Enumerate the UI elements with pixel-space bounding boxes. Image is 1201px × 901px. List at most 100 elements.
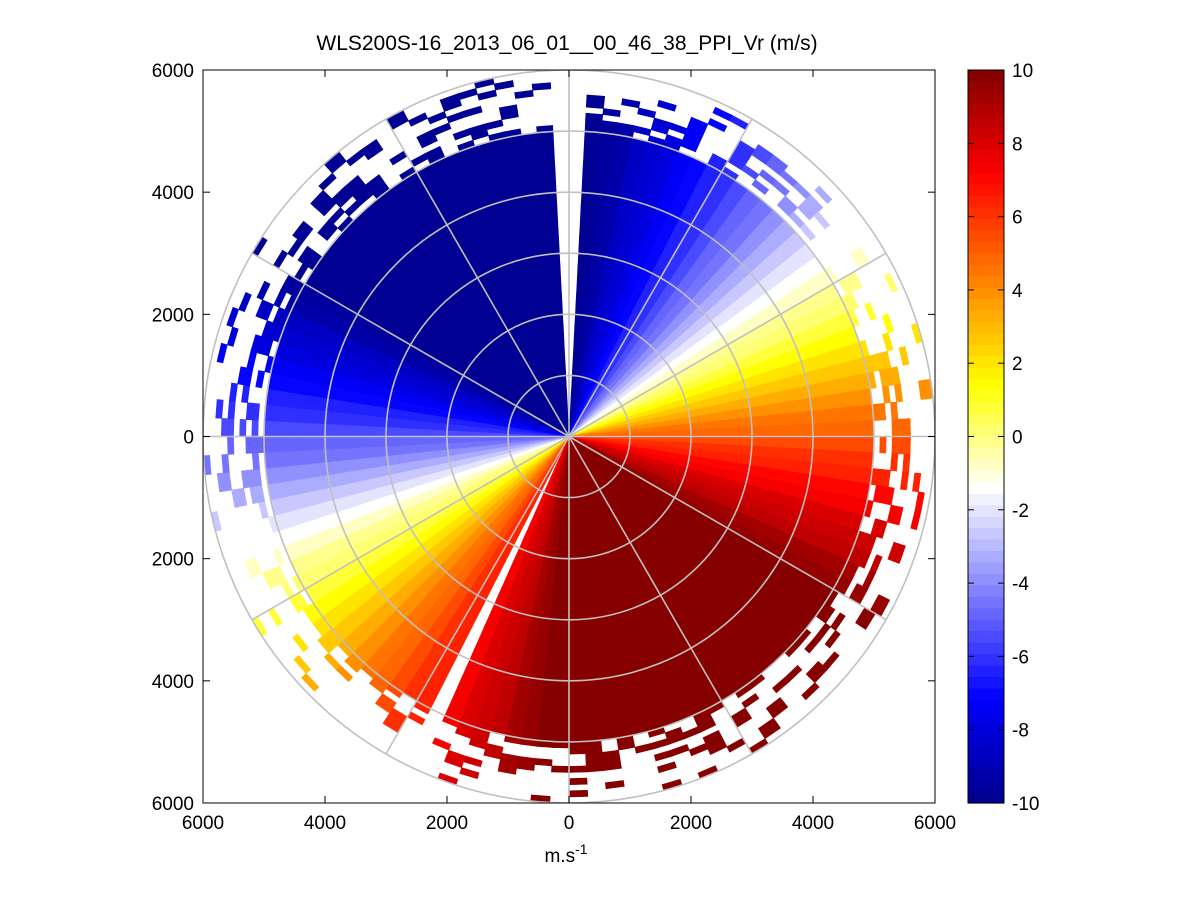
velocity-cell (255, 370, 266, 389)
velocity-cell (572, 509, 578, 517)
velocity-cell (784, 664, 803, 683)
velocity-cell (300, 422, 308, 437)
velocity-cell (739, 426, 747, 437)
velocity-cell (702, 421, 710, 430)
velocity-cell (781, 436, 789, 449)
velocity-cell (763, 425, 771, 437)
velocity-cell (573, 521, 579, 529)
velocity-cell (568, 698, 584, 706)
velocity-cell (800, 423, 808, 437)
velocity-cell (751, 179, 770, 195)
velocity-cell (577, 259, 588, 267)
velocity-cell (550, 600, 561, 608)
velocity-cell (373, 415, 382, 427)
velocity-cell (336, 424, 344, 437)
velocity-cell (572, 502, 578, 511)
velocity-cell (428, 443, 436, 452)
velocity-cell (403, 436, 411, 446)
velocity-cell (355, 424, 363, 437)
plot-area: 6000 4000 2000 0 2000 4000 6000600040002000020… (152, 61, 956, 834)
velocity-cell (881, 313, 895, 334)
velocity-cell (416, 443, 424, 453)
velocity-cell (556, 655, 570, 663)
velocity-cell (294, 421, 302, 437)
velocity-cell (733, 427, 741, 437)
velocity-cell (634, 742, 654, 754)
velocity-cell (672, 436, 680, 443)
velocity-cell (568, 704, 584, 712)
velocity-cell (787, 424, 796, 437)
velocity-cell (720, 436, 728, 446)
velocity-cell (805, 194, 824, 213)
velocity-cell (434, 422, 442, 431)
velocity-cell (861, 436, 869, 453)
velocity-cell (573, 527, 580, 535)
velocity-cell (568, 539, 576, 547)
velocity-cell (585, 112, 604, 121)
velocity-cell (434, 442, 442, 451)
velocity-cell (787, 436, 796, 449)
velocity-cell (883, 272, 899, 293)
velocity-cell (574, 326, 581, 334)
velocity-cell (688, 743, 709, 757)
velocity-cell (678, 436, 686, 443)
velocity-cell (483, 440, 491, 446)
velocity-cell (813, 211, 831, 230)
velocity-cell (349, 424, 357, 437)
velocity-cell (553, 575, 563, 584)
velocity-cell (818, 422, 826, 437)
velocity-cell (575, 295, 585, 304)
velocity-cell (577, 606, 588, 614)
velocity-cell (422, 436, 430, 445)
velocity-cell (446, 429, 454, 437)
velocity-cell (876, 519, 888, 539)
velocity-cell (241, 384, 251, 404)
velocity-cell (568, 710, 585, 718)
velocity-cell (678, 430, 686, 437)
velocity-cell (568, 533, 575, 541)
velocity-cell (294, 436, 302, 452)
velocity-cell (814, 185, 833, 204)
velocity-cell (560, 582, 570, 590)
velocity-cell (830, 422, 838, 437)
velocity-cell (769, 154, 789, 172)
velocity-cell (568, 765, 587, 773)
velocity-cell (428, 421, 436, 430)
velocity-cell (708, 443, 716, 453)
velocity-cell (556, 661, 570, 669)
velocity-cell (557, 637, 570, 645)
velocity-cell (452, 430, 460, 437)
velocity-cell (459, 424, 467, 432)
velocity-cell (804, 635, 821, 654)
velocity-cell (657, 99, 677, 112)
velocity-cell (373, 436, 381, 448)
velocity-cell (893, 543, 906, 564)
velocity-cell (553, 722, 570, 731)
velocity-cell (708, 436, 716, 445)
velocity-cell (727, 427, 735, 437)
velocity-cell (422, 428, 430, 437)
velocity-cell (576, 283, 586, 292)
velocity-cell (836, 421, 844, 437)
velocity-cell (559, 600, 570, 608)
velocity-cell (410, 427, 418, 437)
velocity-cell (824, 436, 832, 451)
velocity-cell (670, 744, 690, 757)
velocity-cell (561, 564, 570, 572)
velocity-cell (568, 545, 576, 553)
velocity-cell (879, 436, 887, 454)
velocity-cell (726, 737, 747, 753)
velocity-cell (432, 737, 452, 751)
velocity-cell (682, 726, 701, 740)
velocity-cell (558, 527, 565, 535)
velocity-cell (677, 417, 685, 426)
velocity-cell (464, 430, 472, 437)
velocity-cell (563, 533, 570, 541)
velocity-cell (756, 415, 765, 427)
velocity-cell (775, 424, 783, 437)
velocity-cell (228, 382, 238, 402)
velocity-cell (881, 332, 894, 352)
velocity-cell (553, 569, 563, 578)
velocity-cell (586, 94, 606, 103)
velocity-cell (568, 722, 585, 731)
